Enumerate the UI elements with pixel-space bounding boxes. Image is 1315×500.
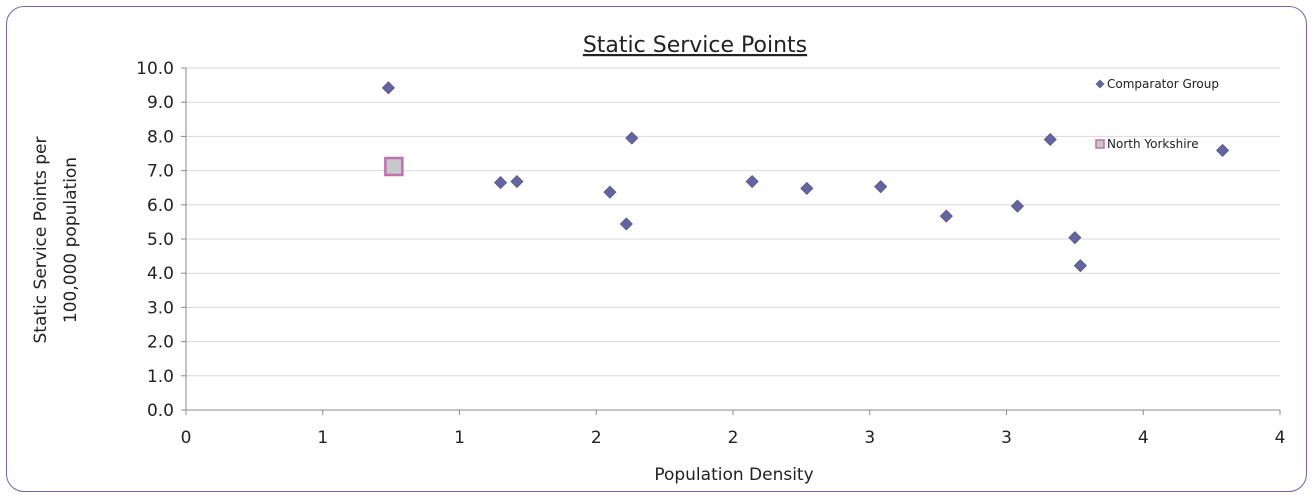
legend-marker-comparator-group	[1095, 79, 1105, 89]
point-comparator-group-14	[1215, 143, 1230, 157]
point-comparator-group-2	[510, 174, 524, 189]
x-tick-label: 2	[728, 428, 739, 448]
point-comparator-group-13	[1073, 259, 1087, 273]
point-comparator-group-10	[1010, 199, 1025, 213]
y-tick-label: 9.0	[147, 93, 174, 113]
x-tick-label: 4	[1275, 428, 1286, 448]
y-axis-title-line-2: 100,000 population	[61, 157, 81, 323]
point-comparator-group-0	[381, 81, 395, 95]
chart-title: Static Service Points	[583, 33, 807, 58]
y-tick-label: 5.0	[147, 230, 174, 250]
y-tick-label: 2.0	[147, 333, 174, 353]
y-tick-label: 0.0	[147, 401, 174, 421]
x-tick-label: 4	[1138, 428, 1149, 448]
x-tick-label: 2	[591, 428, 602, 448]
axes	[181, 67, 1281, 415]
x-tick-label: 1	[317, 428, 328, 448]
y-tick-label: 3.0	[147, 298, 174, 318]
y-tick-label: 4.0	[147, 264, 174, 284]
y-tick-labels: 0.0 1.0 2.0 3.0 4.0 5.0 6.0 7.0 8.0 9.0 10.0	[136, 59, 174, 421]
legend-label-north-yorkshire: North Yorkshire	[1107, 137, 1199, 151]
point-comparator-group-7	[800, 181, 814, 195]
data-points	[381, 81, 1230, 273]
x-tick-label: 3	[1001, 428, 1012, 448]
x-tick-labels: 0 1 1 2 2 3 3 4 4	[181, 428, 1286, 448]
y-tick-label: 10.0	[136, 59, 174, 79]
x-axis-title: Population Density	[654, 465, 813, 485]
chart-frame	[6, 6, 1307, 492]
y-tick-label: 1.0	[147, 367, 174, 387]
legend-label-comparator-group: Comparator Group	[1107, 77, 1219, 91]
x-tick-label: 3	[864, 428, 875, 448]
point-comparator-group-6	[745, 174, 759, 189]
x-tick-label: 1	[454, 428, 465, 448]
y-tick-label: 6.0	[147, 196, 174, 216]
point-comparator-group-9	[939, 209, 953, 223]
gridlines	[186, 67, 1280, 377]
y-axis-title: Static Service Points per 100,000 popula…	[31, 137, 81, 344]
point-comparator-group-11	[1043, 132, 1057, 147]
x-tick-label: 0	[181, 428, 192, 448]
y-tick-label: 8.0	[147, 127, 174, 147]
point-north-yorkshire-0	[384, 156, 404, 177]
point-comparator-group-12	[1068, 231, 1082, 245]
point-comparator-group-3	[603, 185, 617, 199]
legend: Comparator Group North Yorkshire	[1095, 77, 1219, 151]
y-axis-title-line-1: Static Service Points per	[31, 137, 51, 344]
point-comparator-group-5	[625, 131, 639, 145]
y-tick-label: 7.0	[147, 162, 174, 182]
legend-marker-north-yorkshire	[1095, 139, 1105, 149]
point-comparator-group-8	[874, 180, 888, 194]
point-comparator-group-1	[493, 176, 508, 190]
point-comparator-group-4	[619, 217, 633, 231]
